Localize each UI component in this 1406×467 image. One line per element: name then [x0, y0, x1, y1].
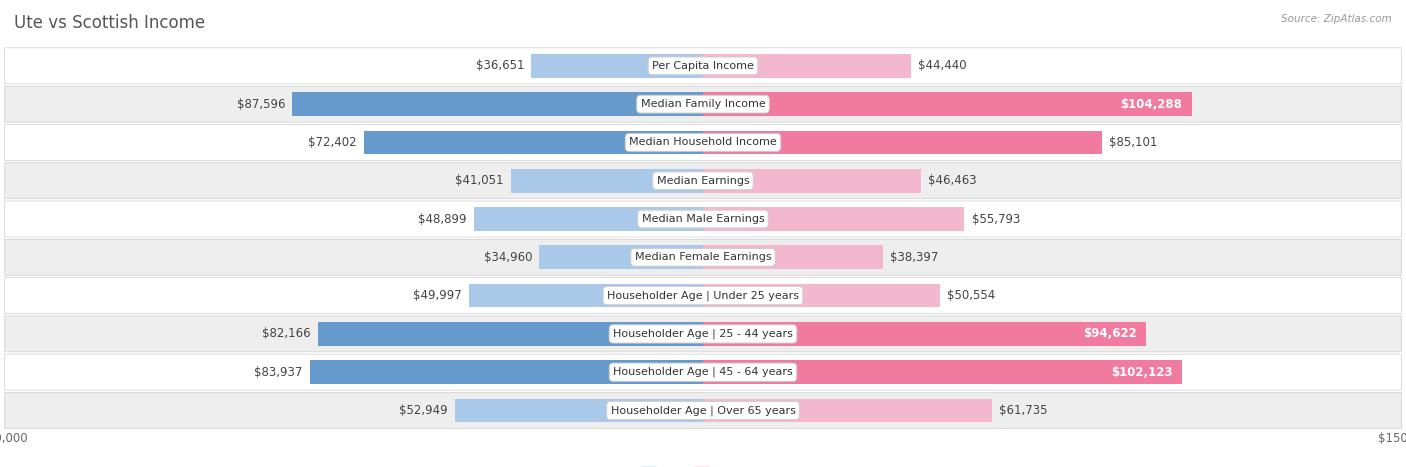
Text: $36,651: $36,651 [475, 59, 524, 72]
Bar [531, 54, 703, 78]
Text: $44,440: $44,440 [918, 59, 967, 72]
Text: $72,402: $72,402 [308, 136, 357, 149]
Text: Source: ZipAtlas.com: Source: ZipAtlas.com [1281, 14, 1392, 24]
Text: Householder Age | Under 25 years: Householder Age | Under 25 years [607, 290, 799, 301]
Bar [510, 169, 703, 192]
FancyBboxPatch shape [4, 86, 1402, 122]
Text: $46,463: $46,463 [928, 174, 976, 187]
Text: $49,997: $49,997 [413, 289, 461, 302]
Text: Householder Age | 45 - 64 years: Householder Age | 45 - 64 years [613, 367, 793, 377]
Text: Ute vs Scottish Income: Ute vs Scottish Income [14, 14, 205, 32]
Text: $82,166: $82,166 [263, 327, 311, 340]
Bar [703, 284, 941, 307]
Bar [703, 322, 1146, 346]
Text: $87,596: $87,596 [238, 98, 285, 111]
Text: $48,899: $48,899 [419, 212, 467, 226]
Bar [703, 169, 921, 192]
Text: $85,101: $85,101 [1109, 136, 1157, 149]
Text: Householder Age | 25 - 44 years: Householder Age | 25 - 44 years [613, 329, 793, 339]
Bar [703, 54, 911, 78]
Text: $52,949: $52,949 [399, 404, 449, 417]
Bar [703, 92, 1192, 116]
Text: Median Household Income: Median Household Income [628, 137, 778, 148]
Bar [309, 361, 703, 384]
Text: $104,288: $104,288 [1121, 98, 1182, 111]
Text: $102,123: $102,123 [1111, 366, 1173, 379]
Text: $34,960: $34,960 [484, 251, 531, 264]
Text: $55,793: $55,793 [972, 212, 1019, 226]
Bar [456, 399, 703, 422]
Text: Householder Age | Over 65 years: Householder Age | Over 65 years [610, 405, 796, 416]
Text: $38,397: $38,397 [890, 251, 938, 264]
Legend: Ute, Scottish: Ute, Scottish [636, 462, 770, 467]
FancyBboxPatch shape [4, 239, 1402, 276]
Bar [703, 207, 965, 231]
Bar [474, 207, 703, 231]
Bar [703, 361, 1181, 384]
Text: Median Female Earnings: Median Female Earnings [634, 252, 772, 262]
Bar [364, 131, 703, 154]
Bar [318, 322, 703, 346]
FancyBboxPatch shape [4, 163, 1402, 199]
Text: $83,937: $83,937 [254, 366, 302, 379]
Bar [468, 284, 703, 307]
Text: Median Family Income: Median Family Income [641, 99, 765, 109]
FancyBboxPatch shape [4, 124, 1402, 161]
Bar [292, 92, 703, 116]
Bar [703, 131, 1102, 154]
Text: Median Earnings: Median Earnings [657, 176, 749, 186]
Bar [538, 246, 703, 269]
Text: $94,622: $94,622 [1084, 327, 1137, 340]
Bar [703, 399, 993, 422]
Text: $50,554: $50,554 [948, 289, 995, 302]
FancyBboxPatch shape [4, 277, 1402, 314]
Text: Median Male Earnings: Median Male Earnings [641, 214, 765, 224]
FancyBboxPatch shape [4, 354, 1402, 390]
Bar [703, 246, 883, 269]
FancyBboxPatch shape [4, 316, 1402, 352]
FancyBboxPatch shape [4, 201, 1402, 237]
Text: $61,735: $61,735 [1000, 404, 1047, 417]
Text: Per Capita Income: Per Capita Income [652, 61, 754, 71]
Text: $41,051: $41,051 [456, 174, 503, 187]
FancyBboxPatch shape [4, 48, 1402, 84]
FancyBboxPatch shape [4, 392, 1402, 429]
